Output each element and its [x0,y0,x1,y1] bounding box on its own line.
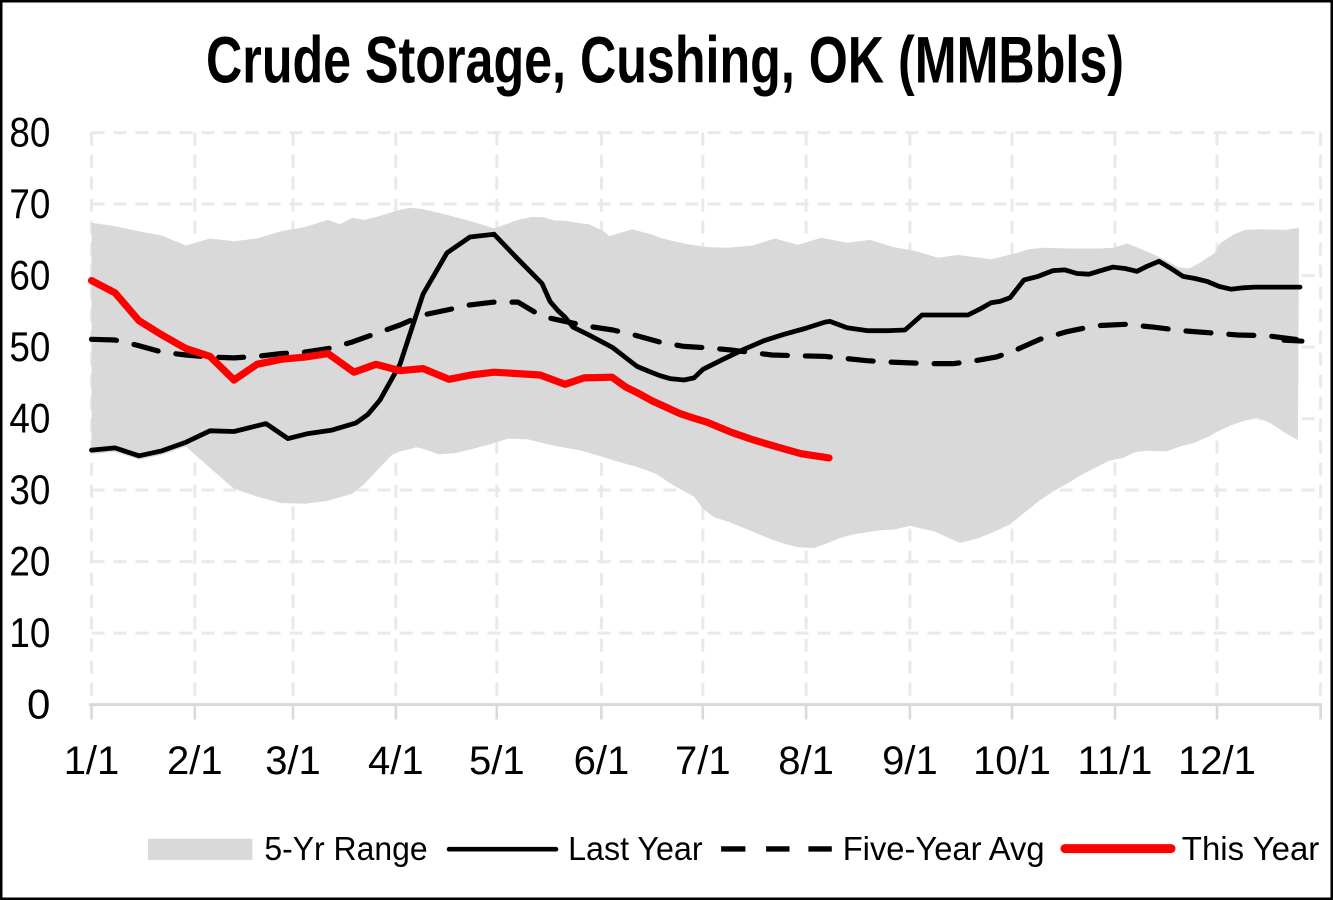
svg-text:10: 10 [9,609,50,656]
svg-text:80: 80 [9,108,50,155]
svg-text:50: 50 [9,323,50,370]
svg-text:6/1: 6/1 [574,739,630,783]
svg-text:70: 70 [9,180,50,227]
svg-text:0: 0 [27,680,50,727]
svg-text:30: 30 [9,466,50,513]
svg-text:This Year: This Year [1182,831,1320,868]
svg-text:5-Yr Range: 5-Yr Range [264,831,427,868]
svg-text:4/1: 4/1 [368,739,424,783]
svg-text:Crude Storage, Cushing, OK (MM: Crude Storage, Cushing, OK (MMBbls) [206,22,1124,96]
svg-text:Five-Year Avg: Five-Year Avg [843,831,1045,868]
svg-text:60: 60 [9,251,50,298]
svg-text:12/1: 12/1 [1178,739,1256,783]
svg-text:5/1: 5/1 [469,739,525,783]
svg-text:Last Year: Last Year [568,831,703,868]
svg-text:11/1: 11/1 [1078,739,1153,783]
svg-text:40: 40 [9,394,50,441]
svg-text:10/1: 10/1 [973,739,1051,783]
svg-text:9/1: 9/1 [882,739,938,783]
svg-text:8/1: 8/1 [778,739,834,783]
svg-text:3/1: 3/1 [265,739,321,783]
svg-text:7/1: 7/1 [675,739,731,783]
svg-text:1/1: 1/1 [64,739,120,783]
svg-text:20: 20 [9,537,50,584]
svg-text:2/1: 2/1 [167,739,223,783]
